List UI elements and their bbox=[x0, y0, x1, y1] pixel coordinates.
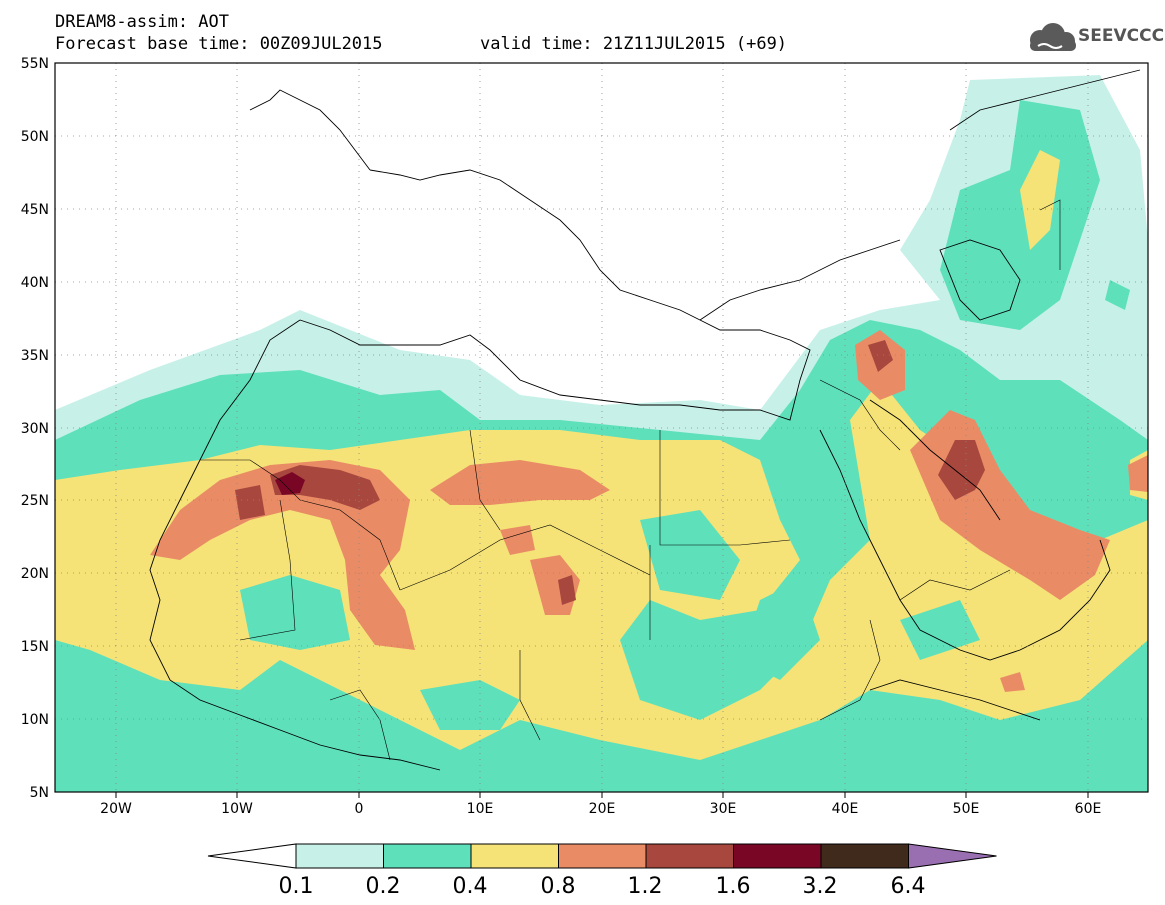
colorbar-label: 1.2 bbox=[627, 874, 663, 899]
lat-tick-label: 55N bbox=[21, 56, 49, 72]
lon-tick-label: 0 bbox=[355, 801, 364, 817]
colorbar-segment bbox=[383, 843, 472, 869]
aot-contour-1.6 bbox=[275, 472, 305, 495]
country-borders bbox=[200, 199, 1061, 761]
lat-tick-label: 35N bbox=[21, 348, 49, 364]
colorbar-segment bbox=[470, 843, 559, 869]
colorbar-under-arrow bbox=[207, 843, 297, 869]
lon-tick-label: 30E bbox=[710, 801, 737, 817]
colorbar-over-arrow bbox=[908, 843, 997, 869]
colorbar-label: 6.4 bbox=[890, 874, 926, 899]
colorbar-label: 0.8 bbox=[540, 874, 576, 899]
lat-tick-label: 5N bbox=[30, 785, 49, 801]
colorbar-label: 0.4 bbox=[452, 874, 488, 899]
colorbar bbox=[207, 843, 997, 869]
colorbar-label: 0.1 bbox=[278, 874, 314, 899]
lat-tick-label: 40N bbox=[21, 275, 49, 291]
lon-tick-label: 20W bbox=[100, 801, 132, 817]
logo-text: SEEVCCC bbox=[1078, 26, 1165, 46]
forecast-base-time: Forecast base time: 00Z09JUL2015 bbox=[55, 34, 383, 54]
lon-tick-label: 60E bbox=[1075, 801, 1102, 817]
colorbar-segment bbox=[733, 843, 822, 869]
cloud-icon bbox=[1030, 23, 1076, 51]
lat-tick-label: 15N bbox=[21, 639, 49, 655]
colorbar-segment bbox=[295, 843, 384, 869]
aot-field bbox=[55, 63, 1148, 792]
lat-axis: 55N 50N 45N 40N 35N 30N 25N 20N 15N 10N … bbox=[21, 56, 49, 801]
colorbar-segment bbox=[558, 843, 647, 869]
lon-tick-label: 10E bbox=[467, 801, 494, 817]
coastlines bbox=[149, 69, 1141, 771]
colorbar-segment bbox=[645, 843, 734, 869]
map-title: DREAM8-assim: AOT bbox=[55, 12, 229, 32]
lon-tick-label: 50E bbox=[953, 801, 980, 817]
lat-tick-label: 25N bbox=[21, 493, 49, 509]
lon-tick-label: 20E bbox=[589, 801, 616, 817]
colorbar-segment bbox=[820, 843, 909, 869]
lat-tick-label: 50N bbox=[21, 129, 49, 145]
valid-time: valid time: 21Z11JUL2015 (+69) bbox=[480, 34, 788, 54]
colorbar-label: 1.6 bbox=[715, 874, 751, 899]
colorbar-label: 3.2 bbox=[802, 874, 838, 899]
aot-contour-0.2-inner bbox=[240, 510, 980, 730]
lat-tick-label: 45N bbox=[21, 202, 49, 218]
lon-axis: 20W 10W 0 10E 20E 30E 40E 50E 60E bbox=[100, 792, 1101, 817]
lon-tick-label: 40E bbox=[832, 801, 859, 817]
lat-tick-label: 30N bbox=[21, 421, 49, 437]
lat-tick-label: 10N bbox=[21, 712, 49, 728]
lat-tick-label: 20N bbox=[21, 566, 49, 582]
grid bbox=[55, 63, 1148, 792]
colorbar-label: 0.2 bbox=[365, 874, 401, 899]
lon-tick-label: 10W bbox=[221, 801, 253, 817]
